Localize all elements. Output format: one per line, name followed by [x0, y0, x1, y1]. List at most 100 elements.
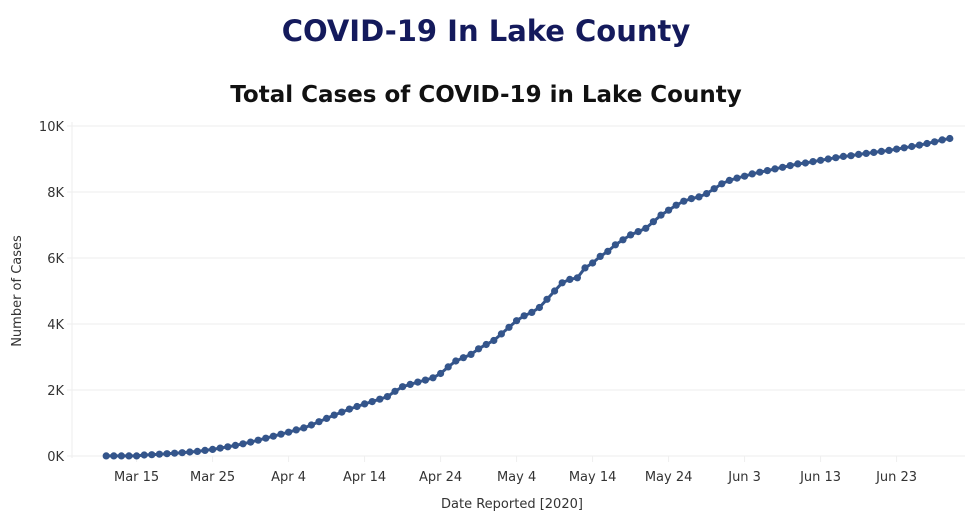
data-point[interactable] — [323, 414, 331, 422]
data-point[interactable] — [786, 162, 794, 170]
data-point[interactable] — [566, 275, 574, 283]
data-point[interactable] — [672, 201, 680, 209]
data-point[interactable] — [467, 350, 475, 358]
data-point[interactable] — [437, 369, 445, 378]
data-point[interactable] — [140, 451, 148, 459]
data-point[interactable] — [748, 170, 756, 178]
data-point[interactable] — [908, 142, 916, 151]
data-point[interactable] — [885, 146, 893, 154]
data-point[interactable] — [239, 440, 247, 448]
data-point[interactable] — [687, 195, 696, 203]
data-point[interactable] — [292, 426, 300, 434]
data-point[interactable] — [178, 449, 186, 457]
data-point[interactable] — [216, 444, 224, 452]
data-point[interactable] — [459, 354, 467, 362]
data-point[interactable] — [817, 156, 825, 164]
data-point[interactable] — [520, 312, 528, 320]
data-point[interactable] — [224, 443, 232, 451]
data-point[interactable] — [361, 400, 369, 408]
data-point[interactable] — [399, 383, 407, 391]
data-point[interactable] — [893, 145, 901, 153]
data-point[interactable] — [794, 160, 802, 168]
data-point[interactable] — [163, 450, 171, 458]
data-point[interactable] — [870, 148, 878, 156]
data-point[interactable] — [262, 434, 270, 442]
data-point[interactable] — [801, 159, 810, 167]
data-point[interactable] — [741, 172, 749, 180]
data-point[interactable] — [543, 295, 551, 303]
data-point[interactable] — [938, 136, 946, 144]
data-point[interactable] — [117, 452, 125, 460]
data-point[interactable] — [482, 340, 490, 349]
data-point[interactable] — [558, 279, 566, 287]
data-point[interactable] — [619, 236, 627, 244]
data-point[interactable] — [368, 398, 376, 406]
data-point[interactable] — [535, 303, 544, 312]
data-point[interactable] — [611, 241, 620, 249]
data-point[interactable] — [414, 378, 422, 386]
data-point[interactable] — [285, 428, 293, 436]
data-point[interactable] — [133, 452, 141, 460]
data-point[interactable] — [665, 206, 673, 214]
data-point[interactable] — [581, 264, 589, 272]
data-point[interactable] — [703, 190, 711, 198]
data-point[interactable] — [254, 436, 262, 444]
data-point[interactable] — [345, 405, 353, 413]
data-point[interactable] — [862, 149, 870, 157]
data-point[interactable] — [573, 274, 582, 282]
data-point[interactable] — [307, 421, 315, 429]
data-point[interactable] — [353, 402, 361, 411]
data-point[interactable] — [201, 446, 209, 454]
data-point[interactable] — [847, 152, 855, 160]
data-point[interactable] — [193, 447, 201, 455]
data-point[interactable] — [832, 154, 840, 162]
data-point[interactable] — [634, 228, 642, 236]
data-point[interactable] — [718, 180, 726, 188]
data-point[interactable] — [330, 411, 338, 419]
data-point[interactable] — [551, 287, 559, 295]
data-point[interactable] — [452, 357, 460, 365]
data-point[interactable] — [657, 211, 665, 219]
data-point[interactable] — [513, 317, 521, 325]
data-point[interactable] — [839, 152, 848, 160]
data-point[interactable] — [733, 174, 741, 182]
data-point[interactable] — [900, 144, 908, 152]
data-point[interactable] — [596, 252, 604, 260]
data-point[interactable] — [946, 134, 954, 143]
data-point[interactable] — [421, 376, 429, 384]
data-point[interactable] — [855, 150, 863, 158]
data-point[interactable] — [528, 308, 536, 316]
data-point[interactable] — [247, 438, 255, 446]
data-point[interactable] — [376, 395, 384, 403]
data-point[interactable] — [186, 448, 194, 456]
data-point[interactable] — [475, 345, 483, 353]
data-point[interactable] — [756, 168, 764, 176]
data-point[interactable] — [269, 432, 277, 440]
data-point[interactable] — [642, 224, 650, 232]
data-point[interactable] — [171, 449, 179, 457]
data-point[interactable] — [209, 445, 217, 453]
data-point[interactable] — [391, 387, 399, 395]
data-point[interactable] — [710, 185, 718, 193]
data-point[interactable] — [102, 452, 110, 460]
data-point[interactable] — [931, 138, 939, 146]
data-point[interactable] — [300, 424, 308, 432]
data-point[interactable] — [779, 163, 787, 171]
data-point[interactable] — [110, 452, 118, 460]
data-point[interactable] — [915, 141, 924, 149]
data-point[interactable] — [589, 259, 597, 267]
data-point[interactable] — [649, 218, 658, 226]
data-point[interactable] — [505, 323, 513, 331]
data-point[interactable] — [627, 231, 635, 239]
data-point[interactable] — [809, 158, 817, 166]
data-point[interactable] — [406, 380, 414, 388]
data-point[interactable] — [824, 155, 832, 163]
data-point[interactable] — [680, 197, 688, 205]
data-point[interactable] — [429, 374, 437, 382]
data-point[interactable] — [231, 441, 239, 449]
data-point[interactable] — [695, 193, 703, 201]
data-point[interactable] — [125, 452, 133, 460]
data-point[interactable] — [338, 408, 346, 416]
data-point[interactable] — [383, 393, 391, 401]
data-point[interactable] — [763, 167, 772, 175]
